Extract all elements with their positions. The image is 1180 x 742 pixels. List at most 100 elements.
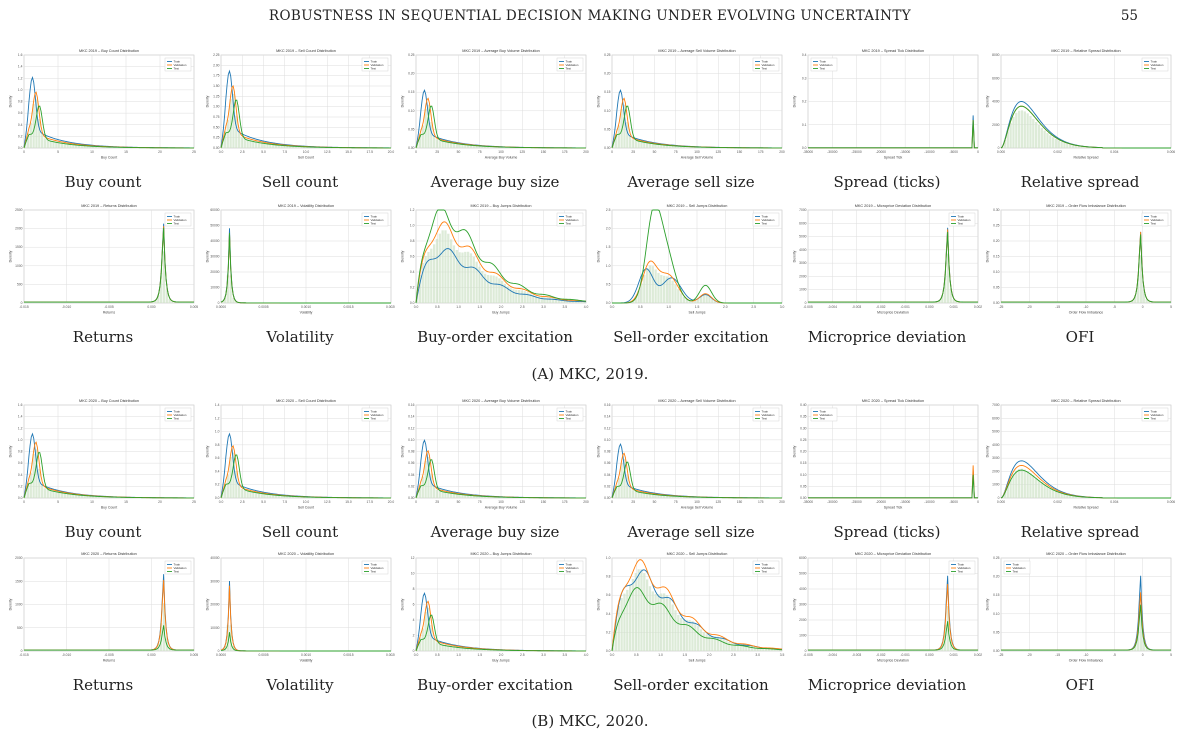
x-axis-label: Relative Spread [1074,156,1099,160]
density-plot: 0 5 10 15 20 25 0.0 0.2 0.4 0.6 0.8 1.0 1.2 1.4 1.6 MKC… [9,399,196,510]
histogram-bar [38,468,41,498]
histogram-bar [109,650,112,651]
histogram-bar [825,302,828,303]
y-tick-label: 50000 [210,224,219,228]
histogram-bar [1080,302,1083,303]
histogram-bar [240,137,244,148]
histogram-bar [1032,650,1035,651]
y-tick-label: 1.00 [213,105,220,109]
y-tick-label: 1500 [15,245,23,249]
x-tick-label: 150 [541,150,547,154]
x-tick-label: 0.0010 [301,305,311,309]
y-tick-label: 1.0 [215,430,220,434]
x-tick-label: 0.001 [950,653,958,657]
histogram-bar [1009,650,1012,651]
x-tick-label: 175 [758,500,764,504]
train-series-line [415,248,587,304]
y-tick-label: 0.20 [993,239,1000,243]
legend-entry: Train [566,60,573,64]
legend-entry: Validation [762,63,775,67]
histogram-bar [1032,475,1035,498]
histogram-bar [162,251,166,303]
histogram-bar [238,485,241,498]
histogram-bar [38,302,41,303]
x-tick-label: 75 [674,150,678,154]
plot-title: MKC 2019 – Microprice Deviation Distribu… [855,204,932,208]
x-tick-label: 25 [435,150,439,154]
x-tick-label: -0.005 [803,305,813,309]
subfigure-label: Microprice deviation [807,676,967,694]
plot-title: MKC 2020 – Average Buy Volume Distributi… [462,399,539,403]
histogram-bar [912,650,916,651]
x-tick-label: -20000 [876,150,886,154]
histogram-bar [1137,275,1140,303]
y-tick-label: 1000 [15,264,23,268]
y-tick-label: 0.06 [408,461,415,465]
y-tick-label: 10000 [210,626,219,630]
histogram-bar [286,496,289,498]
x-axis-label: Spread Tick [884,506,903,510]
histogram-bar [24,302,27,303]
histogram-bar [1091,302,1094,303]
histogram-bar [148,302,151,303]
x-tick-label: -0.004 [828,305,838,309]
y-tick-label: 6000 [799,221,807,225]
legend-entry: Test [566,67,572,71]
y-tick-label: 2000 [992,469,1000,473]
x-axis-label: Order Flow Imbalance [1069,659,1103,663]
legend-entry: Train [762,215,769,219]
x-axis-label: Order Flow Imbalance [1069,311,1103,315]
histogram-bar [174,649,177,651]
histogram-bar [103,650,106,651]
histogram-bar [1148,301,1151,303]
legend-entry: Test [174,222,180,226]
x-tick-label: 20 [158,150,162,154]
histogram-bar [864,302,867,303]
histogram-bar [1012,302,1015,303]
x-tick-label: 200 [779,150,785,154]
histogram-bar [297,496,300,498]
histogram-bar [1083,302,1086,303]
histogram-bar [1026,471,1029,498]
histogram-bar [685,619,688,651]
histogram-bar [677,146,680,148]
histogram-bar [41,302,44,303]
histogram-bar [60,650,64,651]
histogram-bar [1063,142,1066,148]
density-plot: 0 25 50 75 100 125 150 175 200 0.00 0.05 0.10 0.15 0.… [401,49,589,160]
subfigure-label: Volatility [266,328,334,346]
histogram-bar [654,144,657,148]
histogram-bar [38,118,41,148]
histogram-bar [1066,650,1069,651]
density-plot: -0.015 -0.010 -0.005 0.000 0.005 0 500 1000 1500… [9,552,199,663]
test-series-line [415,105,587,149]
histogram-bar [1142,290,1145,303]
histogram-bar [839,650,842,651]
histogram-bar [1071,650,1075,651]
histogram-bar [63,143,66,148]
density-plot: -0.005 -0.004 -0.003 -0.002 -0.001 0.000 0.001… [793,204,983,315]
legend-entry: Train [1151,410,1158,414]
histogram-bar [640,492,643,498]
x-tick-label: 3.0 [755,653,760,657]
x-tick-label: 0.000 [925,305,933,309]
histogram-bar [232,93,235,148]
subfigure-plot: 0.0 2.5 5.0 7.5 10.0 12.5 15.0 17.5 20.0 0.00 0.25… [205,45,395,160]
histogram-bar [685,299,688,303]
histogram-bar [29,122,32,148]
subfigure-label: OFI [1065,328,1095,346]
histogram-bar [1074,145,1077,148]
histogram-bar [966,302,969,303]
histogram-bar [430,473,433,498]
histogram-bar [1074,496,1077,498]
histogram-bar [291,496,295,498]
histogram-bar [444,230,447,303]
histogram-bar [46,302,49,303]
histogram-bar [257,492,261,498]
x-tick-label: 0.005 [190,653,198,657]
histogram-bar [109,302,112,303]
legend-entry: Train [820,60,827,64]
subfigure-plot: 0.0 0.5 1.0 1.5 2.0 2.5 3.0 0.0 0.5 1.0 1.5 2.0 2.5 M… [596,200,786,315]
histogram-bar [1151,650,1154,651]
